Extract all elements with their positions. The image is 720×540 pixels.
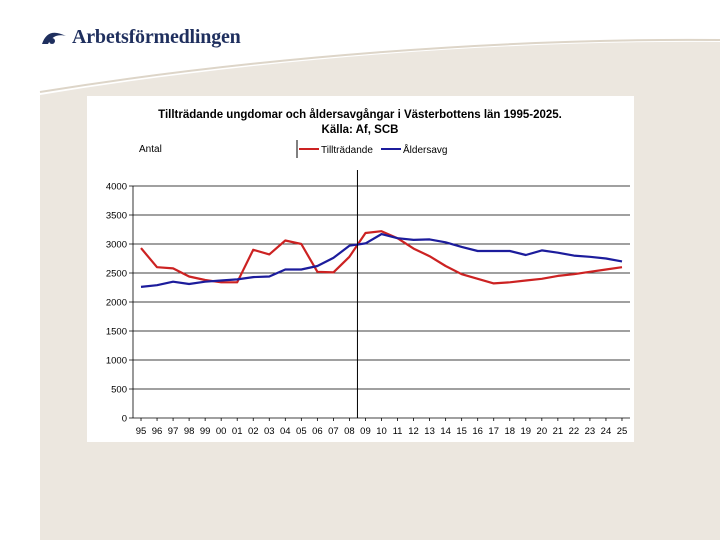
x-tick-20: 20: [537, 426, 548, 437]
x-tick-06: 06: [312, 426, 323, 437]
logo: Arbetsförmedlingen: [40, 26, 241, 49]
x-tick-95: 95: [136, 426, 147, 437]
x-tick-14: 14: [440, 426, 451, 437]
legend-label-aldersavg: Åldersavg: [403, 143, 447, 156]
arbetsformedlingen-swoosh-icon: [42, 32, 66, 44]
x-tick-10: 10: [376, 426, 387, 437]
x-tick-98: 98: [184, 426, 195, 437]
chart-panel: Tillträdande ungdomar och åldersavgångar…: [87, 96, 634, 442]
y-tick-0: 0: [122, 414, 127, 425]
y-tick-1500: 1500: [106, 327, 127, 338]
x-tick-02: 02: [248, 426, 259, 437]
series-line-aldersavg: [140, 233, 623, 288]
y-tick-labels: 0 500 1000 1500 2000 2500 3000 3500 4000: [106, 182, 127, 425]
x-tick-labels: 95 96 97 98 99 00 01 02 03 04 05 06 07 08 09 10 11 12 13 14…: [136, 426, 628, 437]
series-line-tilltradande: [140, 230, 623, 285]
x-tick-97: 97: [168, 426, 179, 437]
x-tick-99: 99: [200, 426, 211, 437]
series-lines: [140, 230, 623, 288]
x-tick-00: 00: [216, 426, 227, 437]
x-tick-12: 12: [408, 426, 419, 437]
y-axis-label: Antal: [139, 144, 162, 155]
x-tick-08: 08: [344, 426, 355, 437]
gridlines: [129, 185, 630, 421]
x-tick-24: 24: [601, 426, 612, 437]
logo-text: Arbetsförmedlingen: [72, 26, 241, 48]
x-tick-96: 96: [152, 426, 163, 437]
chart-title-line1: Tillträdande ungdomar och åldersavgångar…: [158, 109, 562, 121]
x-tick-23: 23: [585, 426, 596, 437]
x-tick-03: 03: [264, 426, 275, 437]
y-tick-4000: 4000: [106, 182, 127, 193]
legend-label-tilltradande: Tillträdande: [321, 145, 373, 156]
y-tick-1000: 1000: [106, 356, 127, 367]
x-tick-09: 09: [360, 426, 371, 437]
x-tick-18: 18: [504, 426, 515, 437]
y-tick-500: 500: [111, 385, 127, 396]
x-tick-17: 17: [488, 426, 499, 437]
x-tick-25: 25: [617, 426, 628, 437]
x-tick-11: 11: [393, 426, 403, 437]
chart-title-line2: Källa: Af, SCB: [322, 124, 399, 136]
x-tick-19: 19: [521, 426, 532, 437]
x-tick-01: 01: [232, 426, 243, 437]
x-tick-16: 16: [472, 426, 483, 437]
x-tick-13: 13: [424, 426, 435, 437]
line-chart: Tillträdande ungdomar och åldersavgångar…: [106, 109, 630, 437]
y-tick-3500: 3500: [106, 211, 127, 222]
x-tick-04: 04: [280, 426, 291, 437]
y-tick-2000: 2000: [106, 298, 127, 309]
y-tick-3000: 3000: [106, 240, 127, 251]
x-tick-05: 05: [296, 426, 307, 437]
x-tick-21: 21: [553, 426, 564, 437]
x-tick-07: 07: [328, 426, 339, 437]
x-tick-22: 22: [569, 426, 580, 437]
y-tick-2500: 2500: [106, 269, 127, 280]
x-tick-15: 15: [456, 426, 467, 437]
